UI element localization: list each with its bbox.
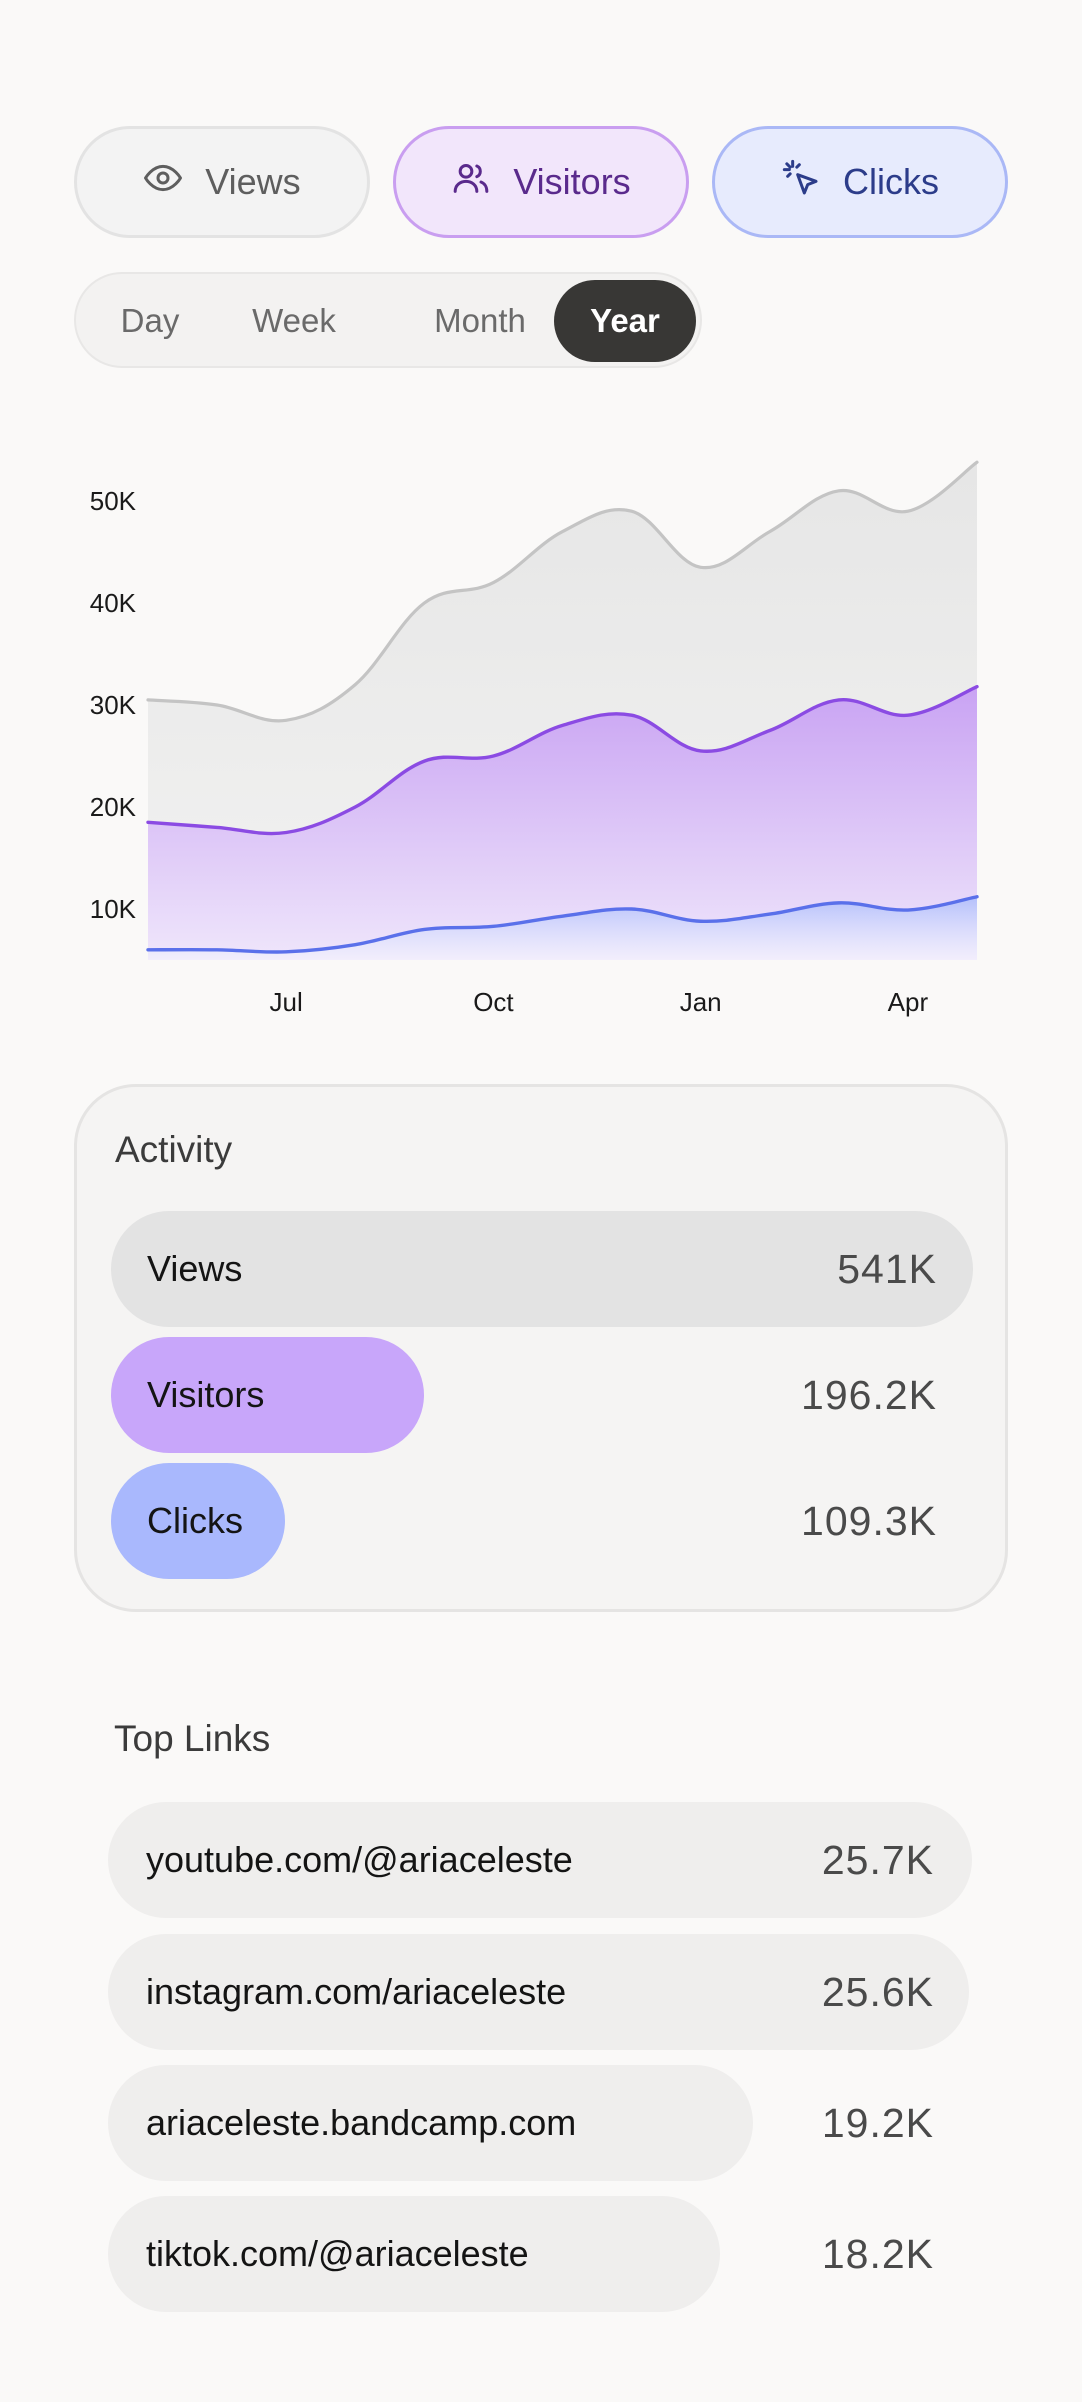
top-link-url: instagram.com/ariaceleste bbox=[146, 1971, 567, 2012]
metric-visitors-label: Visitors bbox=[513, 161, 631, 202]
clicks-series-line bbox=[146, 895, 979, 954]
time-range-tabs: Day Week Month Year bbox=[74, 272, 702, 368]
tab-day[interactable]: Day bbox=[120, 302, 180, 339]
top-link-url: tiktok.com/@ariaceleste bbox=[146, 2233, 529, 2274]
activity-label: Views bbox=[147, 1248, 243, 1289]
metric-selector: Views Visitors Clicks bbox=[74, 126, 1008, 238]
activity-card: Activity Views 541K Visitors 196.2K Clic… bbox=[74, 1084, 1008, 1612]
activity-row-visitors[interactable]: Visitors 196.2K bbox=[111, 1337, 973, 1453]
tab-month[interactable]: Month bbox=[434, 302, 526, 339]
metric-clicks-label: Clicks bbox=[843, 161, 939, 202]
activity-label: Clicks bbox=[147, 1500, 243, 1541]
cursor-click-icon bbox=[781, 158, 821, 207]
top-link-url: youtube.com/@ariaceleste bbox=[146, 1839, 573, 1880]
activity-bar bbox=[111, 1211, 973, 1327]
y-tick-label: 10K bbox=[90, 894, 137, 924]
views-series-line bbox=[146, 460, 979, 723]
activity-bar bbox=[111, 1337, 424, 1453]
top-link-bar bbox=[108, 1802, 972, 1918]
metric-views-button[interactable]: Views bbox=[74, 126, 370, 238]
top-link-url: ariaceleste.bandcamp.com bbox=[146, 2102, 577, 2143]
users-icon bbox=[451, 158, 491, 207]
activity-value: 541K bbox=[837, 1246, 937, 1292]
top-links-title: Top Links bbox=[114, 1718, 271, 1759]
y-tick-label: 20K bbox=[90, 792, 137, 822]
x-tick-label: Apr bbox=[888, 987, 929, 1017]
tab-week[interactable]: Week bbox=[252, 302, 336, 339]
top-link-bar bbox=[108, 2065, 754, 2181]
clicks-area bbox=[148, 896, 977, 960]
x-tick-label: Jan bbox=[680, 987, 722, 1017]
top-link-bar bbox=[108, 2196, 720, 2312]
tab-year[interactable]: Year bbox=[554, 280, 696, 362]
activity-row-clicks[interactable]: Clicks 109.3K bbox=[111, 1463, 973, 1579]
y-tick-label: 40K bbox=[90, 588, 137, 618]
activity-label: Visitors bbox=[147, 1374, 265, 1415]
visitors-area bbox=[148, 686, 977, 960]
activity-value: 196.2K bbox=[801, 1372, 937, 1418]
activity-area-chart: 10K 20K 30K 40K 50K Jul Oct Jan Apr bbox=[74, 430, 1008, 1040]
top-link-bar bbox=[108, 1934, 969, 2050]
metric-visitors-button[interactable]: Visitors bbox=[393, 126, 689, 238]
visitors-series-line bbox=[146, 684, 979, 836]
activity-value: 109.3K bbox=[801, 1498, 937, 1544]
y-tick-label: 50K bbox=[90, 486, 137, 516]
x-tick-label: Jul bbox=[270, 987, 303, 1017]
top-link-count: 18.2K bbox=[821, 2231, 934, 2277]
metric-clicks-button[interactable]: Clicks bbox=[712, 126, 1008, 238]
activity-title: Activity bbox=[115, 1129, 233, 1170]
top-link-count: 25.6K bbox=[821, 1969, 934, 2015]
top-link-count: 19.2K bbox=[821, 2100, 934, 2146]
activity-bar bbox=[111, 1463, 286, 1579]
x-tick-label: Oct bbox=[473, 987, 514, 1017]
metric-views-label: Views bbox=[205, 161, 301, 202]
top-link-row[interactable]: youtube.com/@ariaceleste 25.7K bbox=[108, 1802, 972, 1918]
y-tick-label: 30K bbox=[90, 690, 137, 720]
activity-row-views[interactable]: Views 541K bbox=[111, 1211, 973, 1327]
top-link-row[interactable]: tiktok.com/@ariaceleste 18.2K bbox=[108, 2196, 972, 2312]
chart-svg: 10K 20K 30K 40K 50K Jul Oct Jan Apr bbox=[90, 460, 979, 1017]
top-link-row[interactable]: ariaceleste.bandcamp.com 19.2K bbox=[108, 2065, 972, 2181]
eye-icon bbox=[143, 158, 183, 207]
top-link-count: 25.7K bbox=[821, 1837, 934, 1883]
top-link-row[interactable]: instagram.com/ariaceleste 25.6K bbox=[108, 1934, 972, 2050]
